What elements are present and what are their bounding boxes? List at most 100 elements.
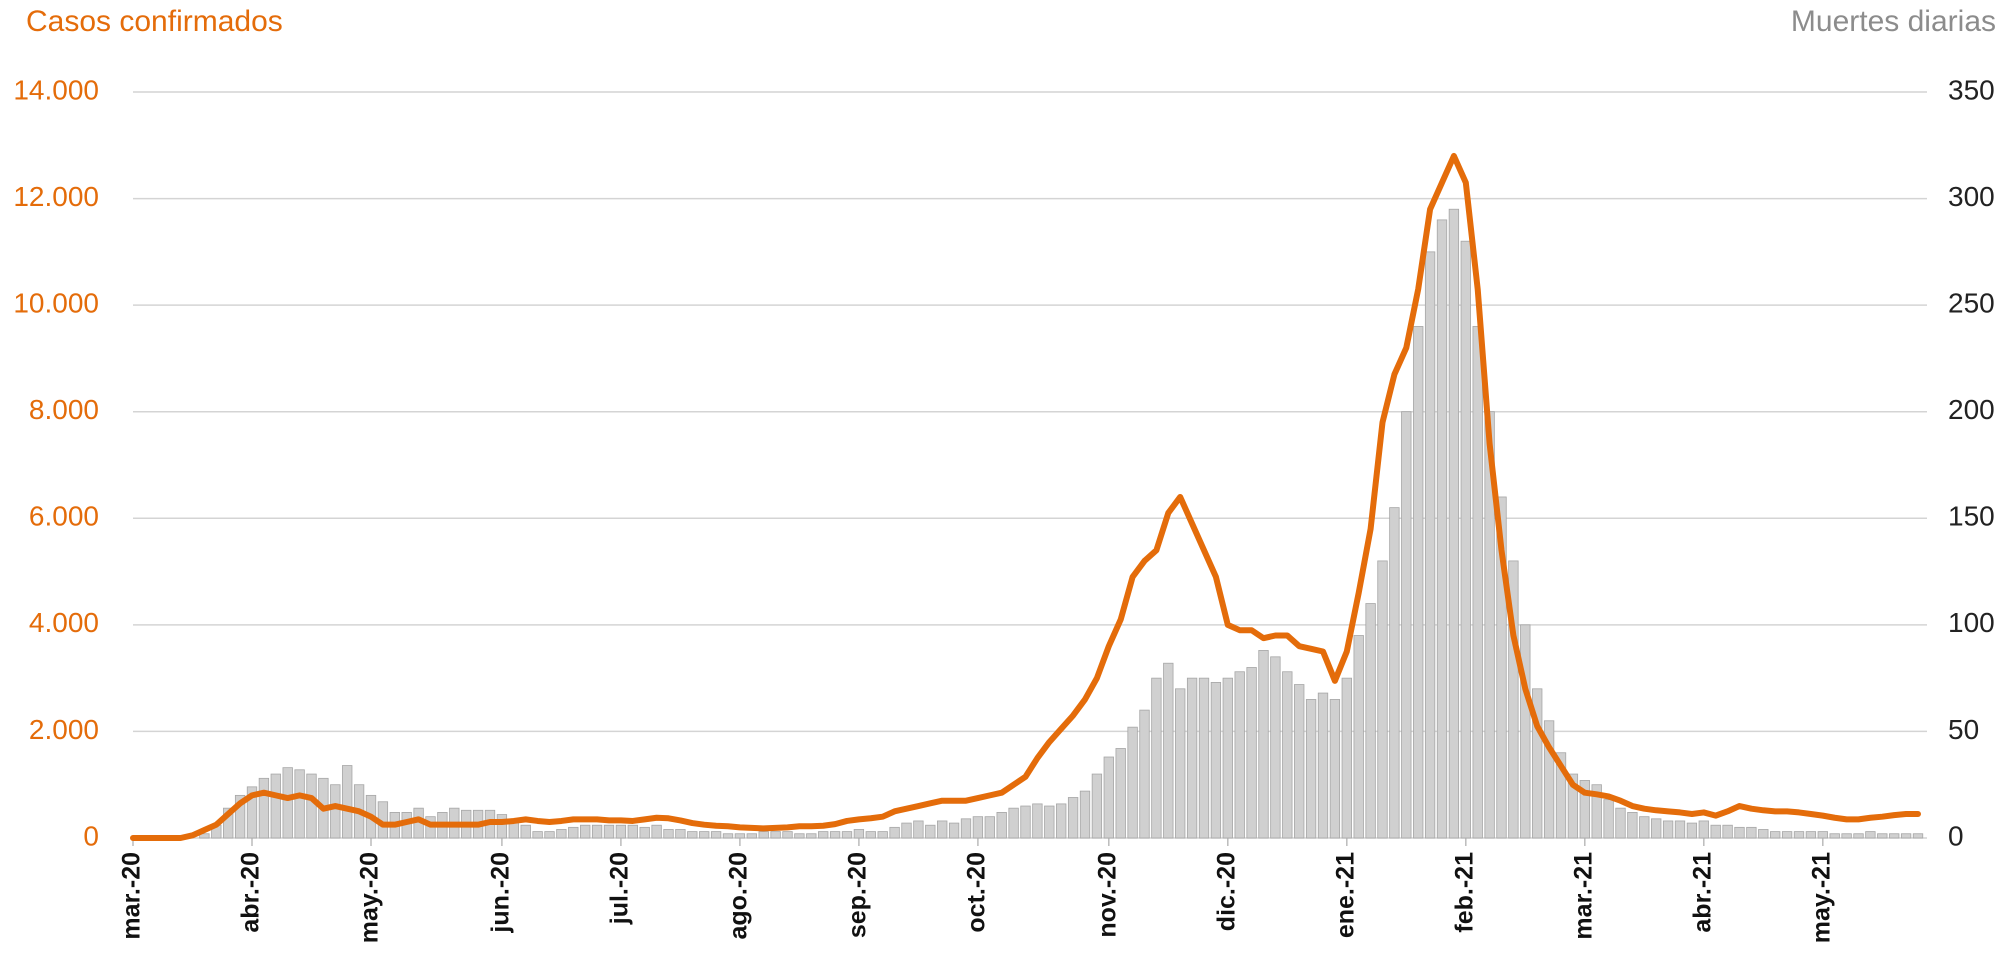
bar <box>1377 560 1388 839</box>
bar <box>687 831 698 839</box>
bar <box>556 829 567 839</box>
bar <box>1163 662 1174 839</box>
y-tick-label: 2.000 <box>29 714 99 745</box>
bar <box>1877 833 1888 839</box>
bar <box>270 773 281 839</box>
bar <box>1520 624 1531 839</box>
bar <box>1841 833 1852 839</box>
bar <box>1591 784 1602 839</box>
bar <box>1829 833 1840 839</box>
bar <box>639 826 650 839</box>
bar <box>603 824 615 839</box>
bar <box>342 765 353 839</box>
bar <box>948 822 960 839</box>
bar <box>972 816 984 839</box>
bar <box>1139 709 1150 839</box>
bar <box>675 829 686 839</box>
x-tick-label: jun.-20 <box>487 852 515 934</box>
line <box>130 152 1921 841</box>
y2-tick-label: 100 <box>1948 607 1995 638</box>
x-tick-label: abr.-21 <box>1688 852 1716 933</box>
bar <box>306 773 317 839</box>
bar <box>1258 650 1269 839</box>
x-tick-label: dic.-20 <box>1212 852 1240 931</box>
x-tick-label: nov.-20 <box>1093 852 1121 938</box>
bar <box>1115 748 1126 839</box>
x-tick-label: ene.-21 <box>1331 852 1359 938</box>
bar <box>806 833 817 839</box>
bar <box>1389 507 1400 839</box>
bar <box>1805 831 1817 839</box>
bar <box>829 831 841 839</box>
bar <box>794 833 805 839</box>
bar <box>1662 820 1674 839</box>
bar <box>246 786 258 839</box>
x-tick-label: sep.-20 <box>844 852 872 938</box>
bar <box>1044 805 1055 839</box>
y2-tick-label: 0 <box>1948 820 1964 851</box>
bar <box>615 824 627 839</box>
y-tick-label: 10.000 <box>13 288 99 319</box>
bar <box>1722 824 1733 839</box>
bar <box>223 807 234 839</box>
bar <box>1424 251 1436 839</box>
bar <box>1912 833 1924 839</box>
right-axis-title: Muertes diarias <box>1791 5 1996 38</box>
bar <box>1270 656 1281 839</box>
bar <box>1746 826 1757 839</box>
bar <box>1555 752 1567 839</box>
bar <box>1175 688 1186 839</box>
bar <box>1770 831 1781 839</box>
y2-tick-label: 300 <box>1948 181 1995 212</box>
bar <box>663 829 674 839</box>
bar <box>1222 677 1233 839</box>
bar <box>1329 699 1341 839</box>
bar <box>1246 667 1257 839</box>
bar <box>1127 726 1138 839</box>
bar <box>1698 820 1709 839</box>
bar <box>1294 684 1305 839</box>
bar <box>591 824 603 839</box>
bar <box>1900 833 1912 839</box>
bar <box>1079 790 1091 839</box>
bar <box>1067 797 1079 839</box>
bar <box>330 784 341 839</box>
bar <box>960 818 972 839</box>
bar <box>1008 807 1019 839</box>
y-tick-label: 4.000 <box>29 607 99 638</box>
bar <box>1686 822 1698 839</box>
bar <box>1639 816 1650 839</box>
bar <box>1865 831 1876 839</box>
bar <box>877 831 888 839</box>
bar <box>1032 803 1043 839</box>
bar <box>1460 240 1471 839</box>
bar <box>841 831 853 839</box>
bar <box>544 831 555 839</box>
y2-tick-label: 50 <box>1948 714 1979 745</box>
y2-tick-label: 250 <box>1948 288 1995 319</box>
x-tick-label: jul.-20 <box>606 852 634 925</box>
bar <box>1543 720 1555 839</box>
bar <box>1151 677 1162 839</box>
bar <box>1056 803 1067 839</box>
bar <box>1365 603 1376 839</box>
x-tick-label: mar.-20 <box>118 852 146 940</box>
y-tick-label: 12.000 <box>13 181 99 212</box>
x-tick-label: mar.-21 <box>1569 852 1597 940</box>
bar <box>1889 833 1900 839</box>
bar <box>818 831 829 839</box>
bar <box>520 824 531 839</box>
bar <box>568 826 579 839</box>
bar <box>1317 692 1329 839</box>
bar <box>580 824 591 839</box>
y2-tick-label: 350 <box>1948 74 1995 105</box>
bar <box>901 822 912 839</box>
bar <box>282 767 293 839</box>
bar <box>853 829 865 839</box>
x-tick-label: may.-20 <box>356 852 384 943</box>
bar <box>1091 773 1103 839</box>
y-tick-label: 6.000 <box>29 501 99 532</box>
bar <box>1532 688 1543 839</box>
bar <box>1627 812 1638 839</box>
bar <box>734 833 746 839</box>
